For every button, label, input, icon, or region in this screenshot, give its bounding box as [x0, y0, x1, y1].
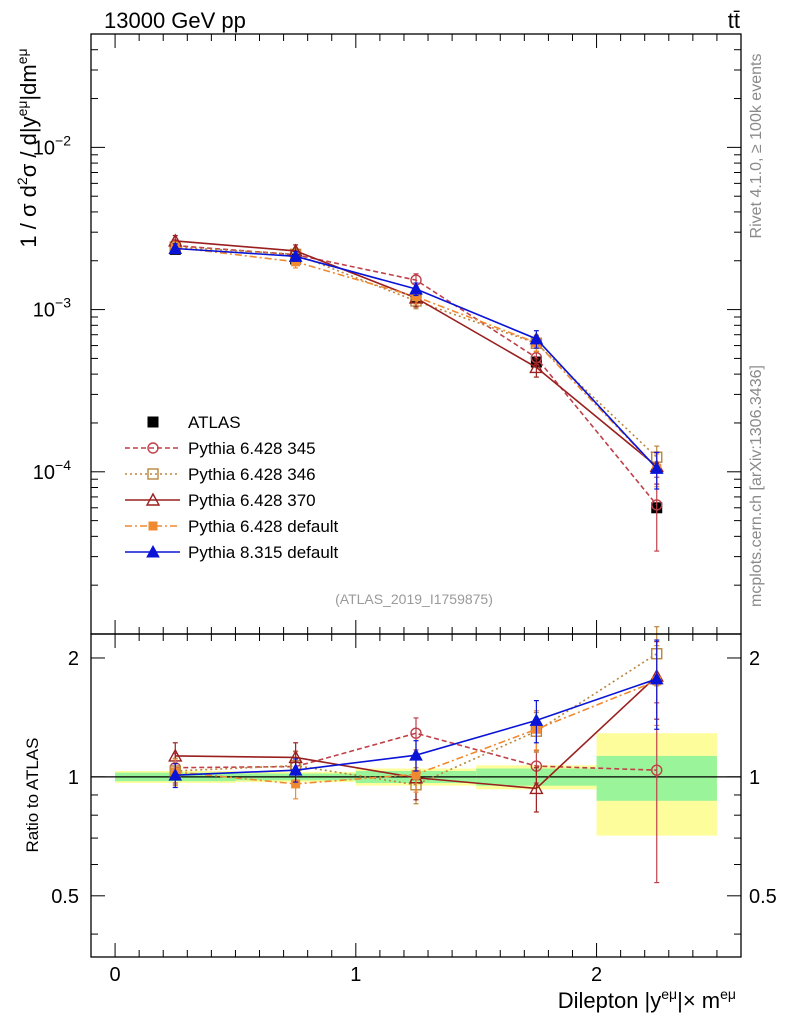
legend-label: Pythia 6.428 345: [188, 439, 316, 458]
x-axis-label: Dilepton |yeμ|× meμ: [558, 986, 736, 1013]
legend-marker: [147, 442, 159, 454]
series-4-main-point: [168, 241, 183, 255]
series-4-main: [168, 241, 664, 490]
main-y-axis-label: 1 / σ d2σ / d|yeμ|dmeμ: [14, 48, 41, 247]
x-tick-label: 0: [110, 964, 121, 986]
ratio-y-tick-label: 0.5: [51, 886, 79, 908]
ratio-y-tick-label: 2: [68, 648, 79, 670]
ratio-y-tick-label: 1: [68, 767, 79, 789]
legend-marker: [147, 416, 159, 428]
main-y-tick-label: 10−4: [33, 457, 71, 484]
series-4-ratio-point: [529, 713, 544, 726]
main-y-tick-label: 10−3: [33, 295, 71, 322]
legend-entry: Pythia 6.428 345: [125, 439, 316, 458]
ratio-y-tick-label-right: 1: [749, 767, 760, 789]
main-y-tick-label: 10−2: [33, 132, 71, 159]
ratio-y-tick-label-right: 0.5: [749, 886, 777, 908]
legend-entry: Pythia 6.428 346: [125, 465, 316, 484]
analysis-watermark: (ATLAS_2019_I1759875): [335, 591, 493, 607]
axes: 0 1 2 10−2 10−3 10−4 0.5 0.5 1 1 2 2: [33, 33, 777, 986]
series-0-ratio-point: [410, 727, 422, 739]
legend-entry: ATLAS: [147, 413, 241, 432]
series-4-ratio-point: [288, 763, 303, 776]
series-0-main-point: [651, 499, 663, 511]
series-4-main-point: [409, 281, 423, 295]
legend-marker: [147, 468, 159, 480]
legend-entry: Pythia 6.428 370: [125, 491, 316, 510]
x-tick-label: 1: [350, 964, 361, 986]
series-2-ratio-point: [529, 780, 544, 795]
header-energy-label: 13000 GeV pp: [104, 8, 246, 33]
legend-marker: [146, 544, 160, 558]
ratio-y-axis-label: Ratio to ATLAS: [23, 738, 42, 853]
series-4-ratio: [168, 639, 664, 789]
series-1-main-line: [175, 246, 658, 458]
rivet-version-label: Rivet 4.1.0, ≥ 100k events: [748, 54, 765, 239]
legend-label: Pythia 8.315 default: [188, 543, 339, 562]
legend-label: Pythia 6.428 default: [188, 517, 339, 536]
series-0-ratio-point: [651, 764, 663, 776]
series-4-ratio-point: [649, 671, 664, 685]
x-tick-label: 2: [591, 964, 602, 986]
legend-label: Pythia 6.428 346: [188, 465, 316, 484]
header-process-label: tt̄: [728, 8, 740, 33]
series-4-ratio-point: [409, 748, 423, 761]
mcplots-label: mcplots.cern.ch [arXiv:1306.3436]: [748, 365, 765, 607]
series-1-ratio-line: [175, 653, 658, 786]
legend-label: ATLAS: [188, 413, 241, 432]
legend-marker: [145, 492, 161, 506]
ratio-plot-frame: [90, 633, 742, 958]
main-panel-content: [168, 233, 664, 552]
legend: ATLAS Pythia 6.428 345 Pythia 6.428 346 Pyt…: [125, 413, 339, 562]
legend-entry: Pythia 8.315 default: [125, 543, 339, 562]
ratio-y-tick-label-right: 2: [749, 648, 760, 670]
series-2-main-point: [529, 359, 544, 374]
series-4-ratio-point: [168, 768, 183, 781]
legend-entry: Pythia 6.428 default: [125, 517, 339, 536]
series-4-main-point: [288, 249, 303, 262]
ratio-panel-content: [91, 626, 741, 884]
series-4-main-point: [529, 331, 544, 345]
series-4-main-point: [649, 461, 664, 474]
legend-label: Pythia 6.428 370: [188, 491, 316, 510]
legend-marker: [148, 521, 158, 531]
